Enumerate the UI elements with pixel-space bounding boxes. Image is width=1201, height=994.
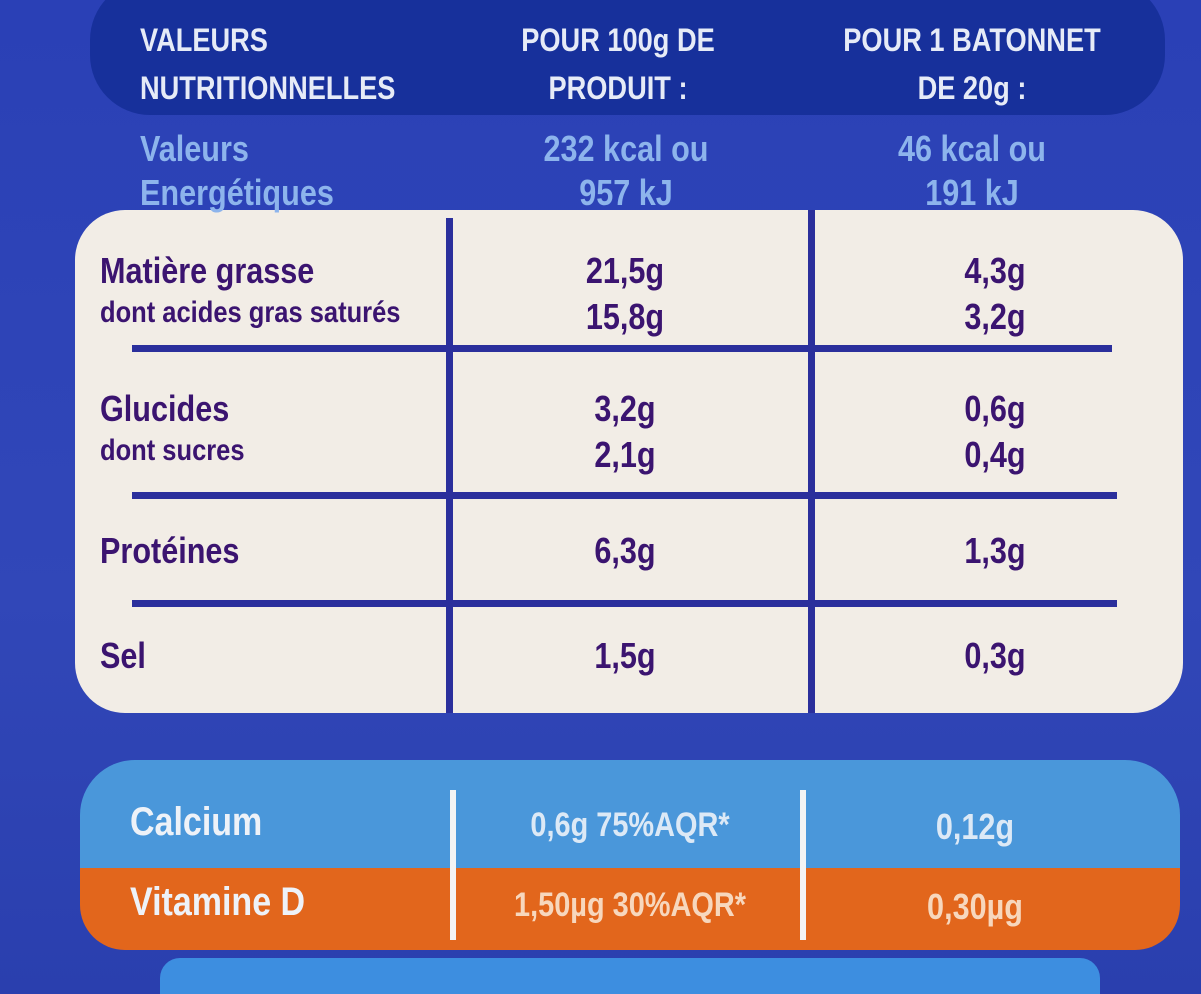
value-stick: 4,3g (964, 250, 1026, 291)
nutrient-label: Glucides (100, 388, 230, 429)
mineral-stick: 0,12g (935, 806, 1015, 847)
row-divider (132, 345, 1112, 352)
energy-text: Energétiques (140, 172, 334, 213)
value-100g: 21,5g (585, 250, 665, 291)
value-100g: 15,8g (585, 296, 665, 337)
mineral-divider (800, 790, 806, 940)
value-100g: 1,5g (594, 635, 656, 676)
mineral-divider (450, 790, 456, 940)
energy-text: 191 kJ (925, 172, 1019, 213)
header-text: POUR 100g DE (521, 22, 715, 58)
mineral-100g: 1,50µg 30%AQR* (514, 886, 746, 924)
mineral-label: Calcium (130, 800, 263, 844)
header-text: NUTRITIONNELLES (140, 70, 396, 106)
nutrient-label: Matière grasse (100, 250, 315, 291)
value-stick: 3,2g (964, 296, 1026, 337)
energy-text: 957 kJ (579, 172, 673, 213)
header-text: PRODUIT : (548, 70, 688, 106)
row-divider (132, 492, 1117, 499)
nutrient-label: Sel (100, 635, 146, 676)
mineral-100g: 0,6g 75%AQR* (530, 806, 730, 844)
value-100g: 6,3g (594, 530, 656, 571)
value-stick: 0,4g (964, 434, 1026, 475)
table-panel (75, 210, 1183, 713)
column-divider (446, 218, 453, 713)
value-stick: 0,6g (964, 388, 1026, 429)
energy-text: Valeurs (140, 128, 249, 169)
calcium-band (80, 760, 1180, 870)
value-100g: 3,2g (594, 388, 656, 429)
value-stick: 0,3g (964, 635, 1026, 676)
value-stick: 1,3g (964, 530, 1026, 571)
nutrient-label: dont sucres (100, 434, 245, 467)
column-divider (808, 210, 815, 713)
vitamin-band (80, 868, 1180, 950)
bottom-band (160, 958, 1100, 994)
value-100g: 2,1g (594, 434, 656, 475)
header-text: VALEURS (140, 22, 268, 58)
mineral-label: Vitamine D (130, 880, 306, 924)
mineral-stick: 0,30µg (927, 886, 1023, 927)
row-divider (132, 600, 1117, 607)
header-text: DE 20g : (917, 70, 1027, 106)
header-band (90, 0, 1165, 115)
energy-text: 46 kcal ou (898, 128, 1046, 169)
nutrient-label: Protéines (100, 530, 240, 571)
nutrient-label: dont acides gras saturés (100, 296, 401, 329)
header-text: POUR 1 BATONNET (843, 22, 1101, 58)
energy-text: 232 kcal ou (543, 128, 709, 169)
